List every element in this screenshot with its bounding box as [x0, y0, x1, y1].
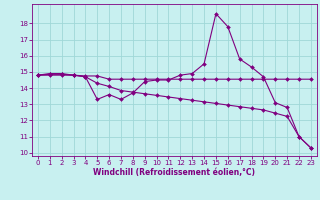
X-axis label: Windchill (Refroidissement éolien,°C): Windchill (Refroidissement éolien,°C) — [93, 168, 255, 177]
